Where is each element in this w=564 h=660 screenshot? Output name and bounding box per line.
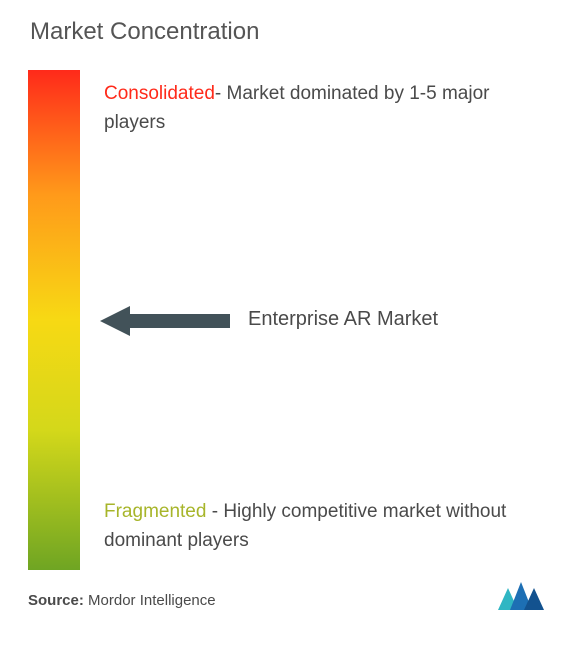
fragmented-rest-2: dominant players <box>104 527 564 556</box>
fragmented-highlight: Fragmented <box>104 501 206 522</box>
mordor-logo-icon <box>498 580 544 610</box>
source-prefix: Source: <box>28 592 84 609</box>
source-line: Source: Mordor Intelligence <box>28 592 216 609</box>
pointer-arrow-icon <box>100 306 230 336</box>
consolidated-label: Consolidated- Market dominated by 1-5 ma… <box>104 80 554 137</box>
fragmented-label: Fragmented - Highly competitive market w… <box>104 498 564 555</box>
market-pointer-label: Enterprise AR Market <box>248 308 438 331</box>
source-name: Mordor Intelligence <box>88 592 216 609</box>
concentration-gradient-bar <box>28 70 80 570</box>
chart-title: Market Concentration <box>30 18 259 46</box>
fragmented-rest-1: - Highly competitive market without <box>206 501 506 522</box>
consolidated-highlight: Consolidated <box>104 83 215 104</box>
